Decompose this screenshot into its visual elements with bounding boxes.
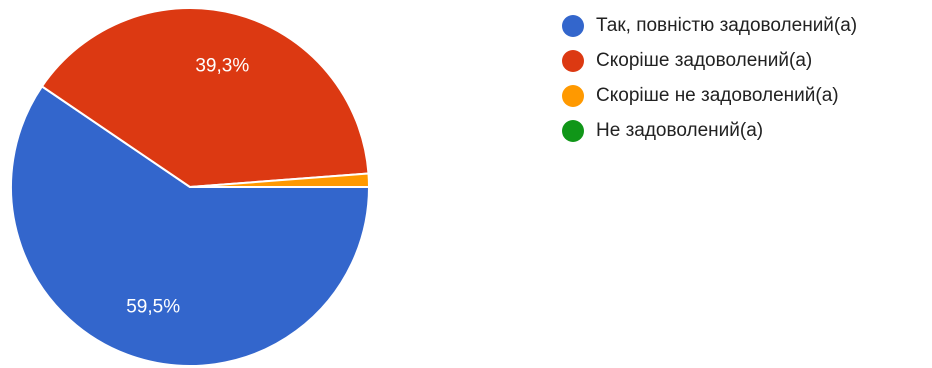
data-label-1: 59,5% <box>126 296 180 317</box>
data-label-2: 39,3% <box>195 55 249 76</box>
legend-swatch-icon <box>562 119 584 142</box>
legend-label: Так, повністю задоволений(а) <box>596 14 858 36</box>
legend-swatch-icon <box>562 84 584 107</box>
legend-label: Не задоволений(а) <box>596 119 764 141</box>
legend-swatch-icon <box>562 49 584 72</box>
pie-slice-1 <box>10 85 370 367</box>
pie-slices <box>10 7 370 367</box>
pie-slice-2 <box>40 7 370 188</box>
legend-item-3[interactable]: Скоріше не задоволений(а) <box>562 78 857 113</box>
legend-swatch-icon <box>562 14 584 37</box>
pie-chart: 59,5% 39,3% <box>10 7 370 367</box>
legend-item-2[interactable]: Скоріше задоволений(а) <box>562 43 857 78</box>
pie-slice-3 <box>189 172 370 188</box>
legend-item-1[interactable]: Так, повністю задоволений(а) <box>562 8 857 43</box>
pie-data-labels: 59,5% 39,3% <box>126 55 249 317</box>
legend-label: Скоріше не задоволений(а) <box>596 84 839 106</box>
legend-item-4[interactable]: Не задоволений(а) <box>562 113 857 148</box>
legend-label: Скоріше задоволений(а) <box>596 49 813 71</box>
legend: Так, повністю задоволений(а) Скоріше задо… <box>562 8 857 148</box>
